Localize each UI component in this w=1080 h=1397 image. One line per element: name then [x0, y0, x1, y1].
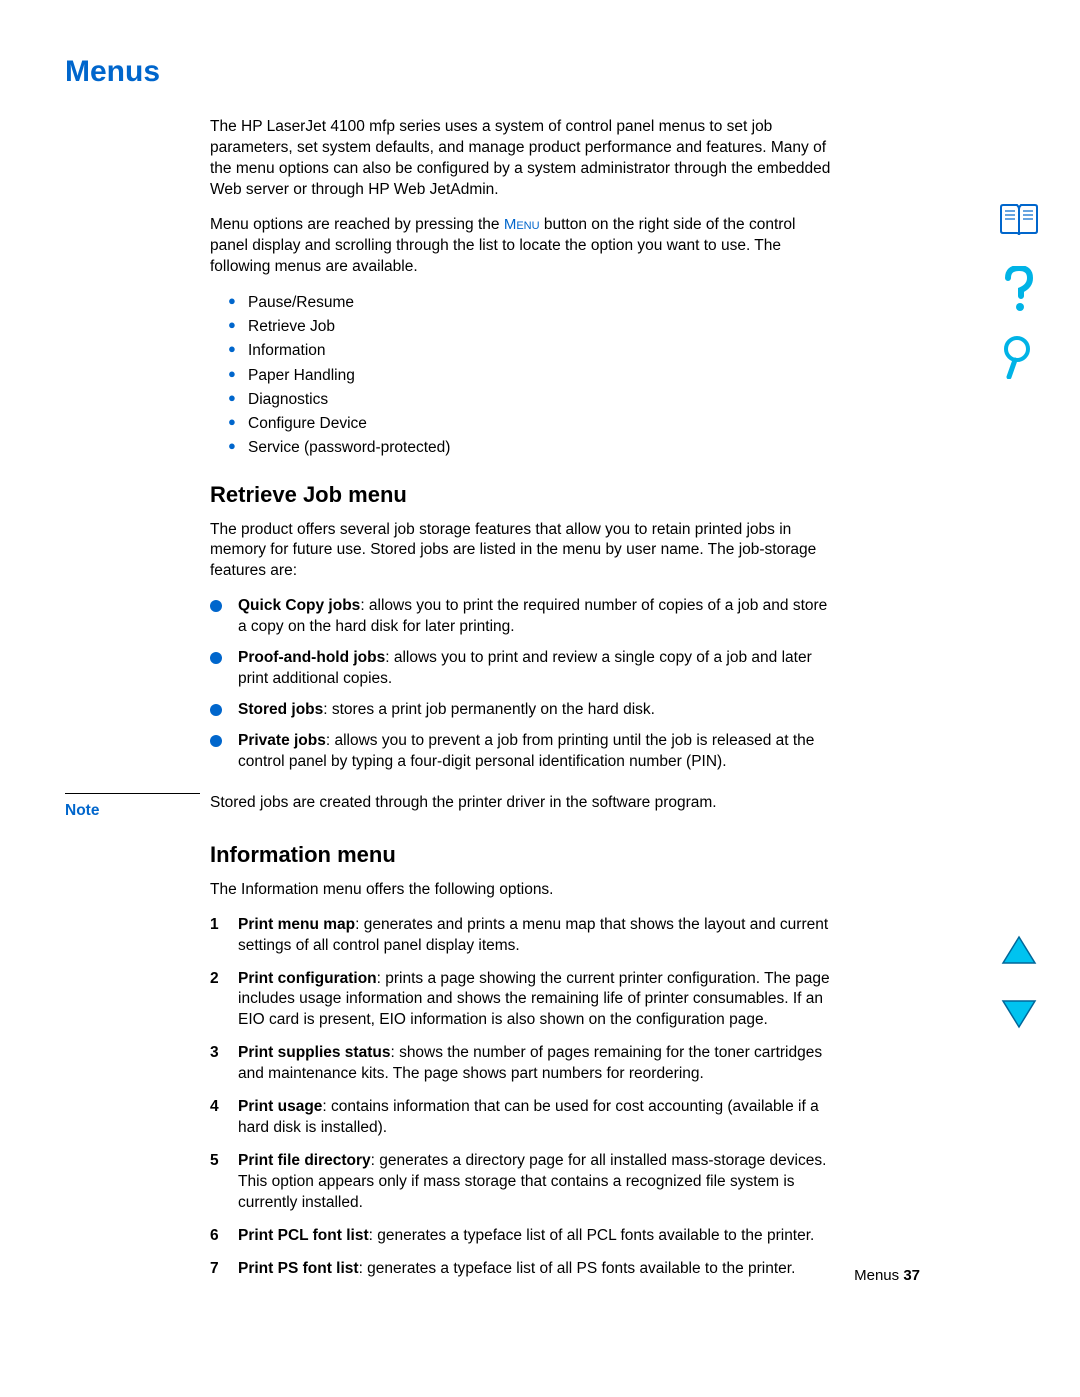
note-block: Note Stored jobs are created through the… [65, 783, 1010, 820]
menu-button-word: Menu [504, 216, 540, 233]
term: Stored jobs [238, 701, 323, 718]
term: Print usage [238, 1098, 322, 1115]
list-item: Private jobs: allows you to prevent a jo… [210, 731, 835, 773]
info-list: Print menu map: generates and prints a m… [210, 915, 835, 1280]
retrieve-job-heading: Retrieve Job menu [210, 482, 835, 508]
term: Print configuration [238, 970, 377, 987]
help-icon[interactable] [998, 268, 1040, 310]
list-item: Quick Copy jobs: allows you to print the… [210, 596, 835, 638]
page-down-icon[interactable] [998, 992, 1040, 1034]
search-icon[interactable] [998, 336, 1040, 378]
menu-list: Pause/Resume Retrieve Job Information Pa… [228, 291, 835, 459]
term: Print menu map [238, 916, 355, 933]
info-intro: The Information menu offers the followin… [210, 880, 835, 901]
list-item: Stored jobs: stores a print job permanen… [210, 700, 835, 721]
list-item: Configure Device [228, 412, 835, 436]
desc: : stores a print job permanently on the … [323, 701, 655, 718]
note-label: Note [65, 802, 99, 819]
intro-para2-pre: Menu options are reached by pressing the [210, 216, 504, 233]
footer-page-number: 37 [903, 1267, 920, 1284]
desc: : generates a typeface list of all PCL f… [369, 1227, 815, 1244]
book-icon[interactable] [998, 200, 1040, 242]
footer-section: Menus [854, 1267, 899, 1284]
intro-paragraph-1: The HP LaserJet 4100 mfp series uses a s… [210, 117, 835, 201]
term: Print PS font list [238, 1260, 359, 1277]
list-item: Print menu map: generates and prints a m… [210, 915, 835, 957]
term: Print file directory [238, 1152, 371, 1169]
term: Quick Copy jobs [238, 597, 360, 614]
term: Proof-and-hold jobs [238, 649, 385, 666]
page-footer: Menus 37 [854, 1267, 920, 1284]
note-text: Stored jobs are created through the prin… [210, 783, 835, 820]
page-up-icon[interactable] [998, 930, 1040, 972]
term: Print supplies status [238, 1044, 390, 1061]
list-item: Pause/Resume [228, 291, 835, 315]
list-item: Information [228, 339, 835, 363]
list-item: Print PCL font list: generates a typefac… [210, 1226, 835, 1247]
list-item: Print file directory: generates a direct… [210, 1151, 835, 1214]
information-heading: Information menu [210, 842, 835, 868]
list-item: Print supplies status: shows the number … [210, 1043, 835, 1085]
desc: : generates a typeface list of all PS fo… [359, 1260, 796, 1277]
retrieve-list: Quick Copy jobs: allows you to print the… [210, 596, 835, 772]
term: Private jobs [238, 732, 326, 749]
list-item: Retrieve Job [228, 315, 835, 339]
term: Print PCL font list [238, 1227, 369, 1244]
intro-paragraph-2: Menu options are reached by pressing the… [210, 215, 835, 278]
list-item: Print usage: contains information that c… [210, 1097, 835, 1139]
list-item: Diagnostics [228, 388, 835, 412]
list-item: Print configuration: prints a page showi… [210, 969, 835, 1032]
list-item: Service (password-protected) [228, 436, 835, 460]
list-item: Print PS font list: generates a typeface… [210, 1259, 835, 1280]
list-item: Proof-and-hold jobs: allows you to print… [210, 648, 835, 690]
page-title: Menus [65, 55, 1010, 89]
list-item: Paper Handling [228, 364, 835, 388]
desc: : contains information that can be used … [238, 1098, 819, 1136]
note-rule [65, 793, 200, 794]
retrieve-intro: The product offers several job storage f… [210, 520, 835, 583]
